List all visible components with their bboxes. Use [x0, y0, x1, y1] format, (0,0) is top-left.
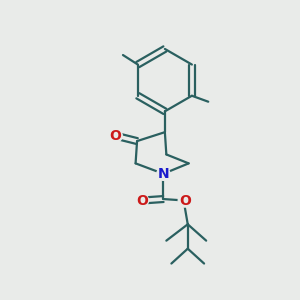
Circle shape — [157, 167, 170, 180]
Circle shape — [109, 129, 122, 142]
Text: O: O — [110, 129, 122, 143]
Text: O: O — [179, 194, 191, 208]
Text: N: N — [158, 167, 169, 181]
Circle shape — [178, 194, 191, 207]
Circle shape — [135, 194, 148, 207]
Text: O: O — [136, 194, 148, 208]
